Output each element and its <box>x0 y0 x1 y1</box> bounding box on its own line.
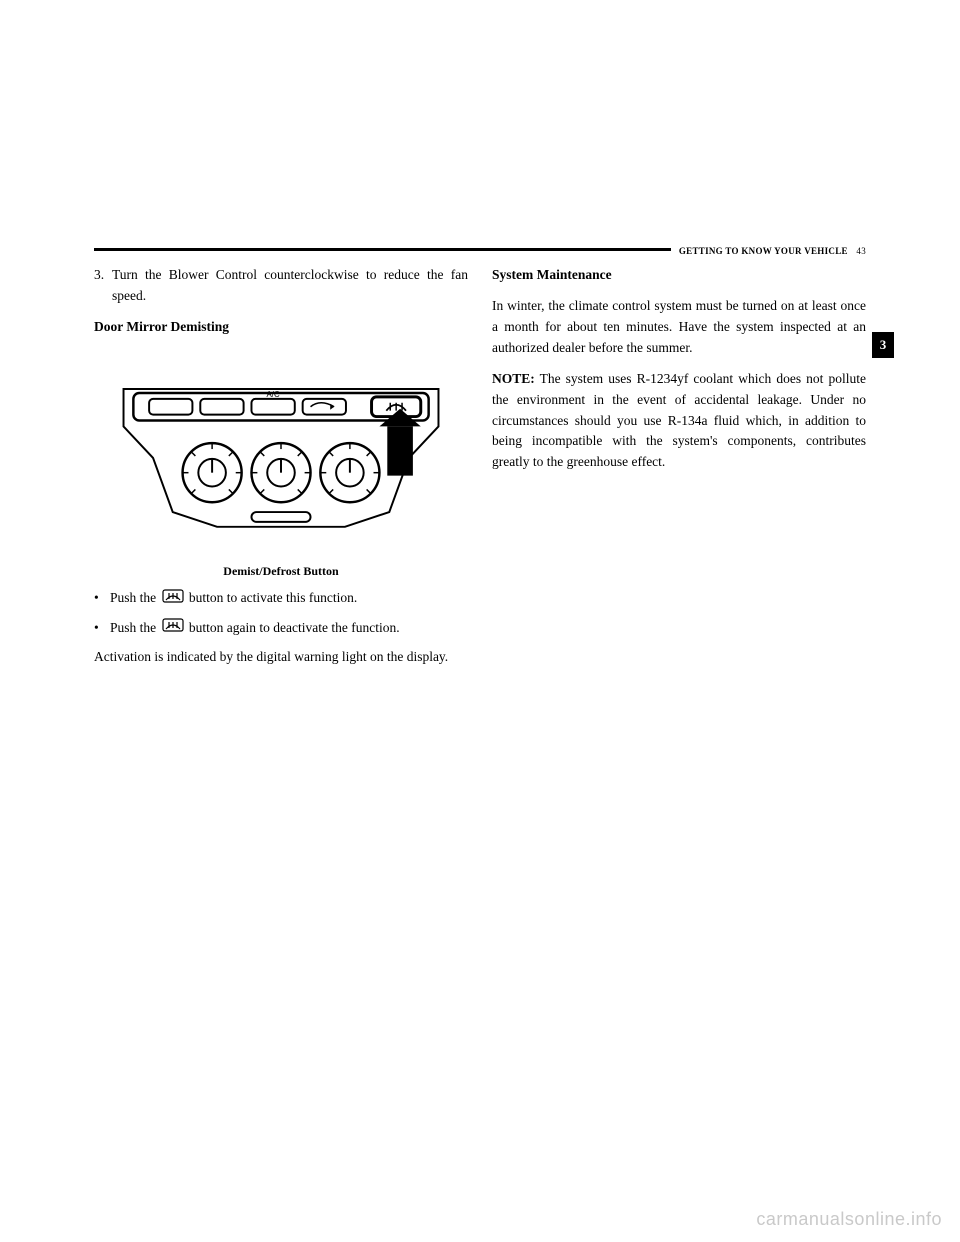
note-para: NOTE: The system uses R-1234yf coolant w… <box>492 369 866 474</box>
figure-caption: Demist/Defrost Button <box>94 562 468 581</box>
bullet-1: • Push the button to activate this funct… <box>94 588 468 609</box>
chapter-tab: 3 <box>872 332 894 358</box>
bullet-1-pre: Push the <box>110 590 156 605</box>
header-rule: GETTING TO KNOW YOUR VEHICLE 43 <box>94 248 866 251</box>
bullet-dot: • <box>94 588 110 609</box>
right-column: System Maintenance In winter, the climat… <box>492 265 866 678</box>
section-title: GETTING TO KNOW YOUR VEHICLE <box>679 246 848 256</box>
defrost-icon <box>162 618 184 639</box>
header-section: GETTING TO KNOW YOUR VEHICLE 43 <box>671 246 866 256</box>
bullet-2-pre: Push the <box>110 620 156 635</box>
page-content: GETTING TO KNOW YOUR VEHICLE 43 3 3. Tur… <box>94 248 866 678</box>
activation-text: Activation is indicated by the digital w… <box>94 647 468 668</box>
defrost-icon <box>162 589 184 610</box>
bullet-1-post: button to activate this function. <box>189 590 357 605</box>
two-column-layout: 3. Turn the Blower Control counterclockw… <box>94 265 866 678</box>
bullet-2-text: Push the button again to deactivate the … <box>110 618 468 639</box>
figure-wrap: A/C <box>94 348 468 581</box>
watermark: carmanualsonline.info <box>756 1209 942 1230</box>
bullet-dot: • <box>94 618 110 639</box>
bullet-2-post: button again to deactivate the function. <box>189 620 400 635</box>
note-label: NOTE: <box>492 371 535 386</box>
bullet-2: • Push the button again to deactivate th… <box>94 618 468 639</box>
svg-text:A/C: A/C <box>267 390 280 399</box>
step-3-text: Turn the Blower Control counterclockwise… <box>112 265 468 307</box>
demisting-heading: Door Mirror Demisting <box>94 317 468 338</box>
bullet-1-text: Push the button to activate this functio… <box>110 588 468 609</box>
system-maintenance-heading: System Maintenance <box>492 265 866 286</box>
page-number: 43 <box>856 246 866 256</box>
note-text: The system uses R-1234yf coolant which d… <box>492 371 866 470</box>
maintenance-para: In winter, the climate control system mu… <box>492 296 866 359</box>
demist-defrost-figure: A/C <box>94 348 468 558</box>
left-column: 3. Turn the Blower Control counterclockw… <box>94 265 468 678</box>
step-3: 3. Turn the Blower Control counterclockw… <box>94 265 468 307</box>
step-3-number: 3. <box>94 265 112 307</box>
